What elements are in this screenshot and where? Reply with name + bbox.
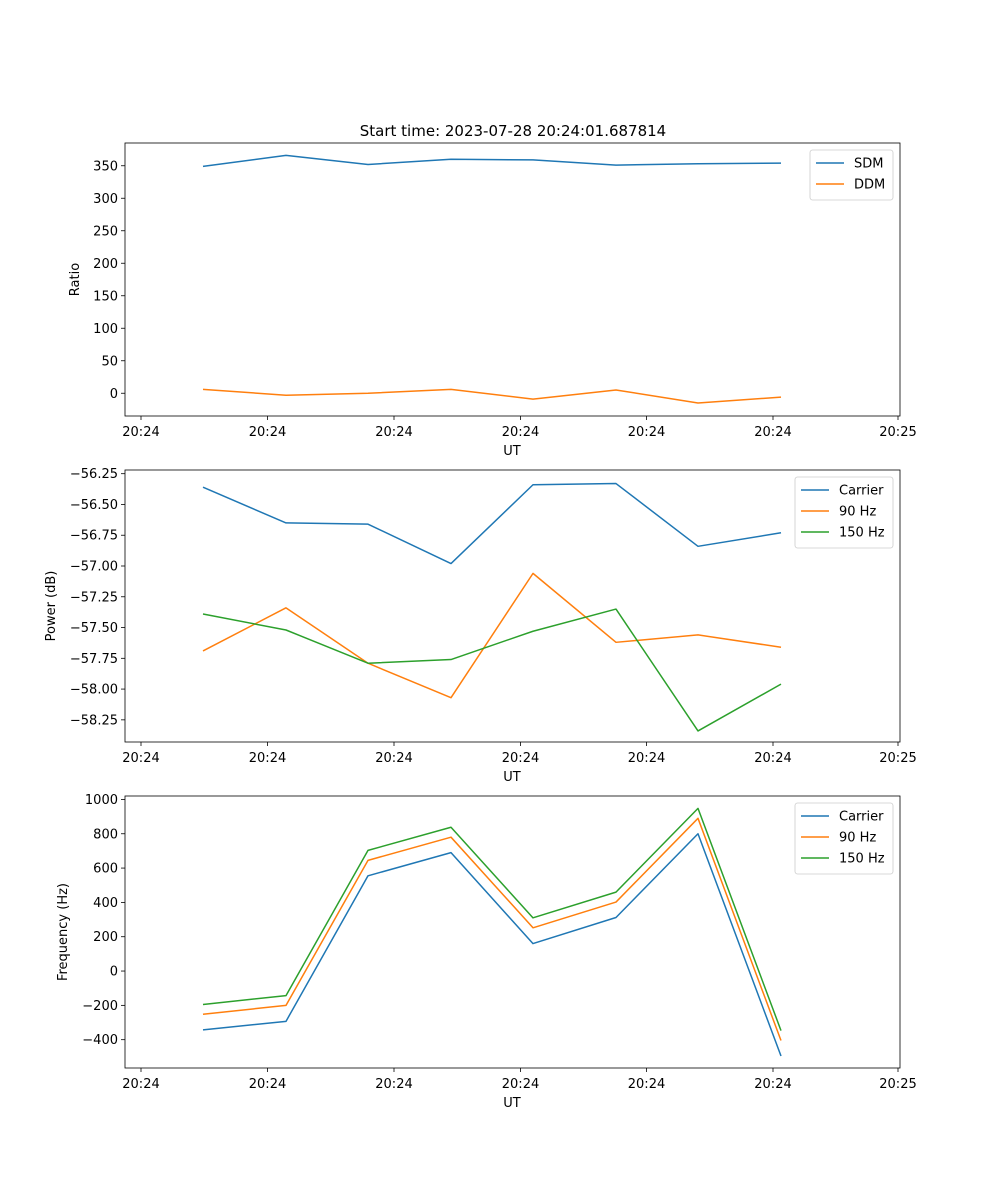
- legend-entry: 150 Hz: [839, 526, 885, 541]
- series-line-150-hz: [202, 608, 782, 732]
- x-tick-label: 20:25: [879, 425, 916, 440]
- x-tick-label: 20:24: [249, 1077, 286, 1092]
- legend-entry: 150 Hz: [839, 852, 885, 867]
- series-line-sdm: [202, 154, 782, 168]
- legend-entry: Carrier: [839, 810, 884, 825]
- series-line-90-hz: [202, 572, 782, 699]
- legend-entry: 90 Hz: [839, 831, 876, 846]
- y-tick-label: 350: [93, 159, 118, 174]
- y-tick-label: −56.25: [70, 467, 118, 482]
- y-axis-label: Power (dB): [44, 571, 59, 642]
- legend-frame: [794, 476, 894, 549]
- series-line-150-hz: [202, 807, 782, 1031]
- y-tick-label: 250: [93, 224, 118, 239]
- y-tick-label: −56.75: [70, 529, 118, 544]
- y-tick-label: 100: [93, 322, 118, 337]
- subplot-2: 20:24 20:24 20:24 20:24 20:24 20:24 20:25 −58.2…: [44, 467, 917, 785]
- y-tick-label: −57.00: [70, 560, 118, 575]
- y-tick-label: −57.25: [70, 590, 118, 605]
- y-tick-label: 200: [93, 930, 118, 945]
- series-line-ddm: [202, 388, 782, 404]
- y-tick-label: −57.75: [70, 652, 118, 667]
- y-tick-label: 200: [93, 257, 118, 272]
- x-tick-label: 20:25: [879, 751, 916, 766]
- legend-entry: 90 Hz: [839, 505, 876, 520]
- y-tick-label: −400: [82, 1033, 118, 1048]
- x-tick-label: 20:24: [502, 425, 539, 440]
- y-tick-label: −58.25: [70, 713, 118, 728]
- x-tick-label: 20:24: [502, 1077, 539, 1092]
- x-tick-label: 20:24: [502, 751, 539, 766]
- series-line-carrier: [202, 833, 782, 1057]
- x-axis-label: UT: [503, 1096, 521, 1111]
- x-tick-label: 20:24: [375, 1077, 412, 1092]
- legend-entry: Carrier: [839, 484, 884, 499]
- x-tick-label: 20:24: [122, 1077, 159, 1092]
- legend-frame: [794, 802, 894, 875]
- figure-title: Start time: 2023-07-28 20:24:01.687814: [360, 122, 666, 140]
- x-tick-label: 20:24: [375, 751, 412, 766]
- legend-entry: DDM: [854, 178, 885, 193]
- x-tick-label: 20:24: [628, 1077, 665, 1092]
- axes-frame: [124, 469, 901, 743]
- x-tick-label: 20:24: [628, 751, 665, 766]
- y-tick-label: 400: [93, 896, 118, 911]
- x-tick-label: 20:24: [754, 1077, 791, 1092]
- legend: Carrier 90 Hz 150 Hz: [794, 476, 894, 549]
- x-axis-label: UT: [503, 770, 521, 785]
- legend: SDM DDM: [809, 149, 894, 201]
- x-tick-label: 20:24: [754, 425, 791, 440]
- x-tick-label: 20:24: [249, 425, 286, 440]
- subplots: 20:24 20:24 20:24 20:24 20:24 20:24 20:25 0 50 10…: [44, 142, 917, 1111]
- y-tick-label: 600: [93, 862, 118, 877]
- x-tick-label: 20:24: [375, 425, 412, 440]
- x-tick-label: 20:24: [628, 425, 665, 440]
- y-tick-label: 800: [93, 827, 118, 842]
- y-tick-label: 1000: [85, 793, 118, 808]
- series-line-carrier: [202, 482, 782, 565]
- y-tick-label: 0: [110, 965, 118, 980]
- y-tick-label: 150: [93, 289, 118, 304]
- y-tick-label: 300: [93, 192, 118, 207]
- x-tick-label: 20:24: [122, 751, 159, 766]
- subplot-3: 20:24 20:24 20:24 20:24 20:24 20:24 20:25 −400 −…: [56, 793, 917, 1111]
- series-line-90-hz: [202, 817, 782, 1041]
- y-tick-label: 50: [101, 354, 118, 369]
- y-axis-label: Ratio: [68, 263, 83, 296]
- x-tick-label: 20:24: [754, 751, 791, 766]
- axes-frame: [124, 142, 901, 417]
- y-tick-label: −57.50: [70, 621, 118, 636]
- x-tick-label: 20:24: [249, 751, 286, 766]
- y-tick-label: −200: [82, 999, 118, 1014]
- y-tick-label: −56.50: [70, 498, 118, 513]
- y-axis-label: Frequency (Hz): [56, 883, 71, 981]
- legend: Carrier 90 Hz 150 Hz: [794, 802, 894, 875]
- y-tick-label: 0: [110, 387, 118, 402]
- x-tick-label: 20:24: [122, 425, 159, 440]
- y-tick-label: −58.00: [70, 683, 118, 698]
- axes-frame: [124, 795, 901, 1069]
- x-tick-label: 20:25: [879, 1077, 916, 1092]
- subplot-1: 20:24 20:24 20:24 20:24 20:24 20:24 20:25 0 50 10…: [68, 142, 917, 459]
- x-axis-label: UT: [503, 444, 521, 459]
- legend-entry: SDM: [854, 157, 883, 172]
